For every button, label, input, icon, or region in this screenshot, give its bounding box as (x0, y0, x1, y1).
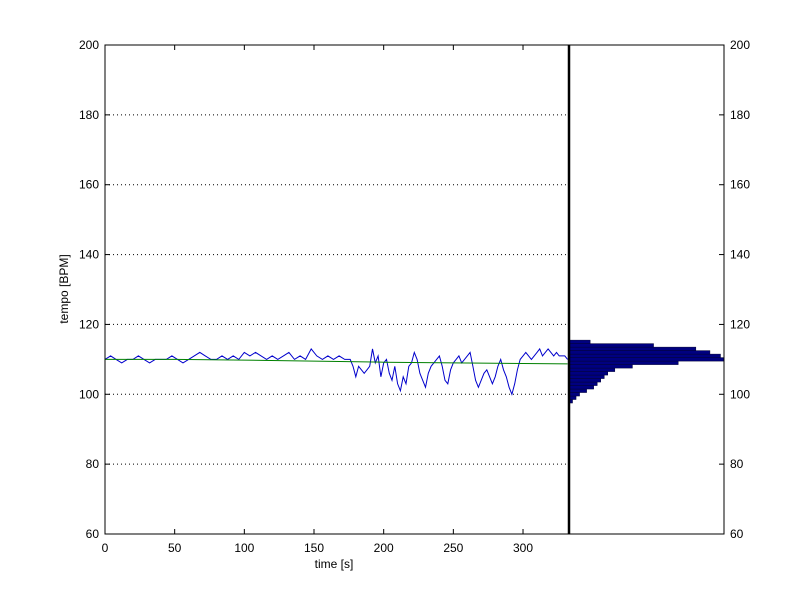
x-tick-label: 250 (443, 541, 463, 555)
histogram-bar (568, 339, 591, 344)
histogram-bar (568, 371, 608, 376)
y-axis-ticks-left: 60 80 100 120 140 160 180 200 (79, 38, 110, 541)
y-tick-label-right: 180 (730, 108, 750, 122)
y-tick-label-left: 180 (79, 108, 99, 122)
histogram-bar (568, 350, 711, 355)
y-tick-label-right: 80 (730, 457, 744, 471)
y-tick-label-left: 100 (79, 387, 99, 401)
x-tick-label: 300 (513, 541, 533, 555)
y-tick-label-right: 100 (730, 387, 750, 401)
histogram-bar (568, 367, 616, 372)
histogram-bar (568, 385, 594, 390)
histogram-bar (568, 381, 598, 386)
histogram-bar (568, 353, 721, 358)
y-tick-label-right: 140 (730, 248, 750, 262)
tempo-series-line (104, 347, 568, 396)
y-tick-label-left: 60 (86, 527, 100, 541)
histogram-bar (568, 374, 605, 379)
histogram-bar (568, 378, 601, 383)
histogram-bar (568, 357, 725, 362)
series-layer (104, 347, 568, 396)
y-tick-label-left: 140 (79, 248, 99, 262)
histogram-bar (568, 392, 580, 397)
histogram-bar (568, 364, 633, 369)
trend-series-line (105, 358, 568, 365)
y-axis-ticks-right: 60 80 100 120 140 160 180 200 (719, 38, 750, 541)
y-tick-label-left: 200 (79, 38, 99, 52)
histogram-bar (568, 388, 587, 393)
y-tick-label-right: 200 (730, 38, 750, 52)
histogram-bar (568, 346, 697, 351)
y-axis-label: tempo [BPM] (57, 254, 71, 323)
y-tick-label-right: 160 (730, 178, 750, 192)
main-y-grid (105, 114, 569, 465)
x-axis-ticks: 0 50 100 150 200 250 300 (102, 45, 533, 555)
y-tick-label-left: 160 (79, 178, 99, 192)
y-tick-label-left: 120 (79, 317, 99, 331)
histogram-bar (568, 343, 654, 348)
x-tick-label: 200 (374, 541, 394, 555)
histogram-bar (568, 360, 679, 365)
x-tick-label: 100 (234, 541, 254, 555)
y-tick-label-right: 60 (730, 527, 744, 541)
y-tick-label-left: 80 (86, 457, 100, 471)
x-axis-label: time [s] (315, 557, 354, 571)
x-tick-label: 0 (102, 541, 109, 555)
y-tick-label-right: 120 (730, 317, 750, 331)
x-tick-label: 50 (168, 541, 182, 555)
x-tick-label: 150 (304, 541, 324, 555)
